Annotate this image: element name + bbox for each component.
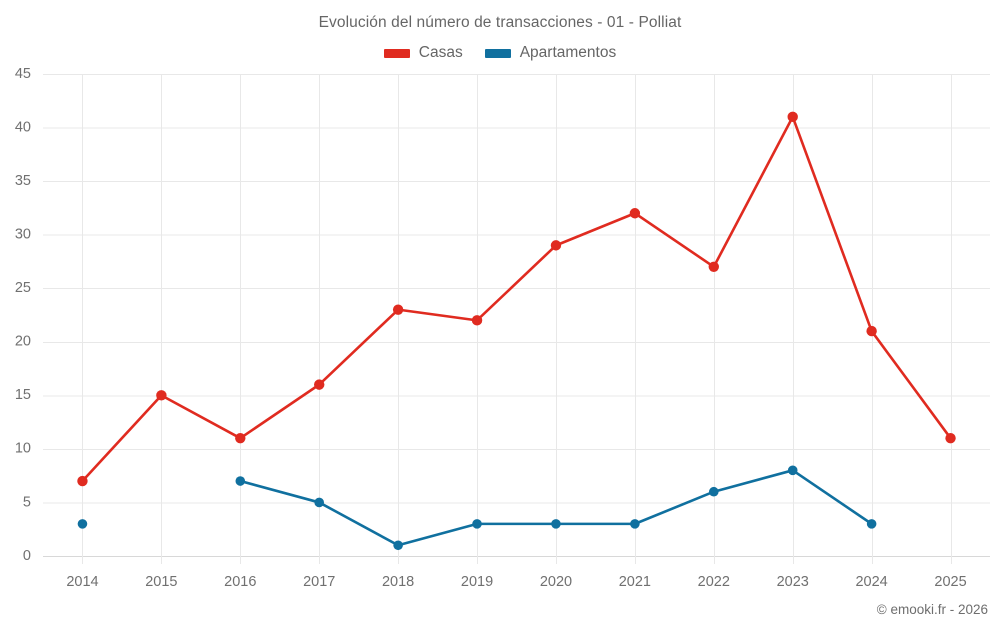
data-point[interactable] bbox=[708, 486, 719, 497]
data-point[interactable] bbox=[787, 111, 798, 123]
x-axis-tick-labels: 2014 2015 2016 2017 2018 2019 2020 2021 2022 2023… bbox=[66, 574, 966, 590]
series-line-apartamentos bbox=[238, 469, 873, 547]
line-swatch-icon bbox=[383, 48, 410, 58]
x-tick-label: 2023 bbox=[777, 574, 809, 590]
data-point[interactable] bbox=[472, 519, 482, 529]
chart-title: Evolución del número de transacciones - … bbox=[318, 14, 682, 31]
y-tick-label: 25 bbox=[15, 280, 31, 296]
y-tick-label: 15 bbox=[15, 387, 31, 403]
data-point[interactable] bbox=[630, 519, 640, 529]
y-tick-label: 5 bbox=[23, 494, 31, 510]
x-tick-label: 2022 bbox=[698, 574, 730, 590]
legend-item-apartamentos[interactable]: Apartamentos bbox=[484, 44, 617, 62]
data-series bbox=[77, 111, 956, 551]
grid-lines bbox=[43, 74, 990, 564]
line-swatch-icon bbox=[484, 48, 511, 58]
x-tick-label: 2014 bbox=[66, 574, 98, 590]
data-point[interactable] bbox=[77, 475, 88, 487]
legend-label-casas: Casas bbox=[418, 44, 463, 61]
data-point[interactable] bbox=[708, 261, 719, 272]
legend-label-apartamentos: Apartamentos bbox=[519, 44, 617, 61]
data-point[interactable] bbox=[235, 476, 246, 486]
x-tick-label: 2018 bbox=[382, 574, 414, 590]
y-tick-label: 45 bbox=[15, 66, 31, 82]
data-point[interactable] bbox=[866, 519, 877, 529]
data-point[interactable] bbox=[392, 304, 404, 315]
y-axis-tick-labels: 0 5 10 15 20 25 30 35 40 45 bbox=[15, 66, 31, 564]
x-tick-label: 2024 bbox=[855, 574, 887, 590]
data-point[interactable] bbox=[77, 519, 88, 529]
data-point[interactable] bbox=[235, 432, 246, 444]
footer-credit: © emooki.fr - 2026 bbox=[876, 602, 988, 617]
legend-item-casas[interactable]: Casas bbox=[383, 44, 463, 62]
data-point[interactable] bbox=[393, 540, 403, 551]
y-tick-label: 20 bbox=[15, 334, 31, 350]
x-tick-label: 2015 bbox=[145, 574, 177, 590]
data-point[interactable] bbox=[551, 519, 561, 529]
y-tick-label: 10 bbox=[15, 441, 31, 457]
data-point[interactable] bbox=[314, 497, 325, 508]
x-tick-label: 2019 bbox=[461, 574, 493, 590]
series-line-casas bbox=[81, 115, 952, 483]
x-tick-label: 2020 bbox=[540, 574, 572, 590]
data-point[interactable] bbox=[629, 208, 641, 219]
x-tick-label: 2025 bbox=[934, 574, 966, 590]
y-tick-label: 40 bbox=[15, 119, 31, 135]
data-point[interactable] bbox=[787, 465, 798, 476]
data-point[interactable] bbox=[314, 379, 325, 390]
data-point[interactable] bbox=[471, 315, 483, 326]
data-point[interactable] bbox=[866, 325, 877, 337]
data-point[interactable] bbox=[156, 390, 167, 401]
chart-legend: Casas Apartamentos bbox=[0, 44, 1000, 62]
data-point[interactable] bbox=[945, 432, 956, 444]
x-tick-label: 2017 bbox=[303, 574, 335, 590]
y-tick-label: 30 bbox=[15, 226, 31, 242]
x-tick-label: 2021 bbox=[619, 574, 651, 590]
y-tick-label: 0 bbox=[23, 548, 31, 564]
x-tick-label: 2016 bbox=[224, 574, 256, 590]
data-point[interactable] bbox=[550, 240, 562, 251]
y-tick-label: 35 bbox=[15, 173, 31, 189]
